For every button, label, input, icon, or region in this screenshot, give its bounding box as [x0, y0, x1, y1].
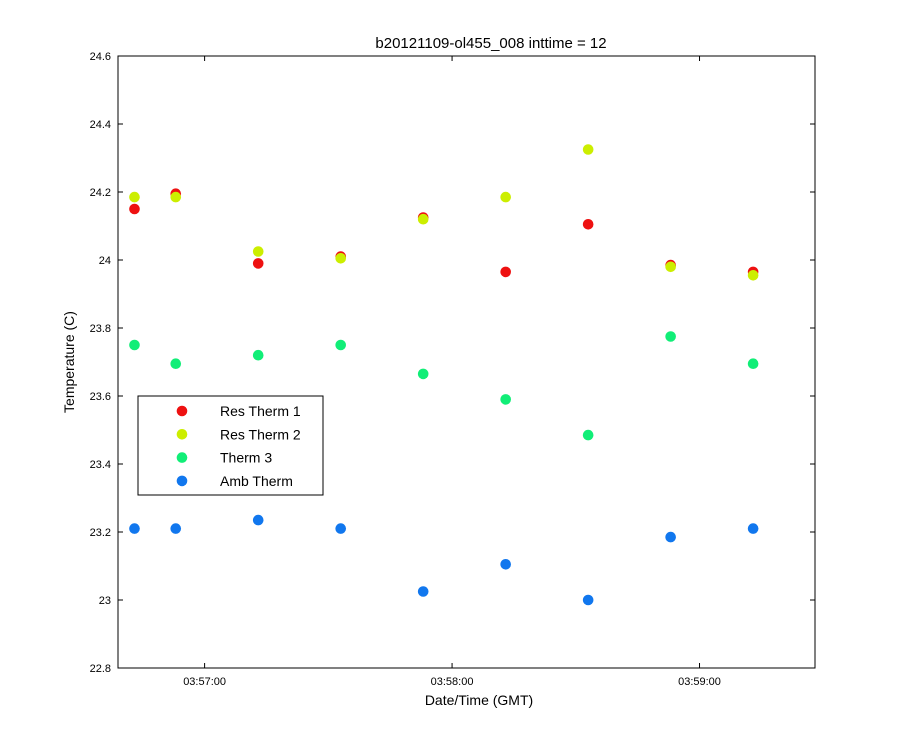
legend-label: Therm 3 — [220, 450, 272, 466]
data-point — [500, 559, 511, 570]
legend-marker — [176, 452, 188, 463]
legend-marker — [176, 429, 188, 440]
y-tick-label: 23.4 — [90, 459, 111, 471]
data-point — [582, 429, 594, 441]
data-point — [665, 331, 676, 342]
data-point — [335, 523, 347, 534]
x-tick-label: 03:59:00 — [678, 676, 721, 688]
data-point — [129, 339, 140, 351]
data-point — [417, 368, 429, 380]
y-tick-label: 23.6 — [90, 391, 111, 403]
data-point — [252, 246, 264, 257]
y-tick-label: 23.8 — [90, 323, 111, 335]
legend-label: Amb Therm — [220, 473, 293, 489]
plot-frame — [117, 55, 816, 669]
data-point — [252, 349, 264, 361]
data-point — [747, 270, 759, 281]
y-axis-title: Temperature (C) — [61, 311, 77, 413]
data-point — [170, 191, 182, 203]
y-tick-label: 23.2 — [90, 527, 111, 539]
y-tick-label: 24 — [99, 255, 111, 267]
y-tick-label: 22.8 — [90, 663, 111, 675]
x-axis-title: Date/Time (GMT) — [425, 692, 533, 708]
data-point — [500, 266, 511, 278]
legend-marker — [176, 475, 188, 487]
y-axis: 22.8 23 23.2 23.4 23.6 23.8 24 24.2 24.4 24.6 — [90, 51, 815, 675]
x-axis: 03:57:00 03:58:00 03:59:00 — [183, 56, 721, 688]
legend-label: Res Therm 2 — [220, 426, 301, 442]
y-tick-label: 23 — [99, 595, 111, 607]
data-point — [665, 531, 676, 543]
series-res-therm-2 — [129, 144, 759, 281]
legend-label: Res Therm 1 — [220, 403, 301, 419]
data-point — [170, 358, 182, 370]
x-tick-label: 03:57:00 — [183, 676, 226, 688]
data-point — [500, 191, 511, 203]
y-tick-label: 24.6 — [90, 51, 111, 63]
data-point — [665, 261, 676, 273]
data-point — [170, 523, 182, 534]
data-point — [129, 203, 140, 215]
series-amb-therm — [129, 514, 759, 606]
y-tick-label: 24.4 — [90, 119, 111, 131]
series-res-therm-1 — [129, 188, 759, 278]
data-point — [747, 523, 759, 534]
chart-title: b20121109-ol455_008 inttime = 12 — [375, 35, 606, 52]
legend-marker — [176, 405, 188, 417]
y-tick-label: 24.2 — [90, 187, 111, 199]
legend: Res Therm 1 Res Therm 2 Therm 3 Amb Therm — [137, 395, 324, 496]
data-point — [582, 219, 594, 230]
data-point — [129, 523, 140, 534]
data-point — [417, 586, 429, 597]
data-point — [417, 213, 429, 225]
x-tick-label: 03:58:00 — [431, 676, 474, 688]
series-therm-3 — [129, 331, 759, 441]
data-point — [252, 258, 264, 269]
data-point — [335, 252, 347, 264]
data-points — [129, 144, 759, 606]
data-point — [747, 358, 759, 370]
data-point — [500, 394, 511, 405]
data-point — [129, 191, 140, 203]
legend-box — [137, 395, 324, 496]
data-point — [252, 514, 264, 526]
data-point — [582, 144, 594, 155]
data-point — [335, 339, 347, 351]
data-point — [582, 594, 594, 606]
